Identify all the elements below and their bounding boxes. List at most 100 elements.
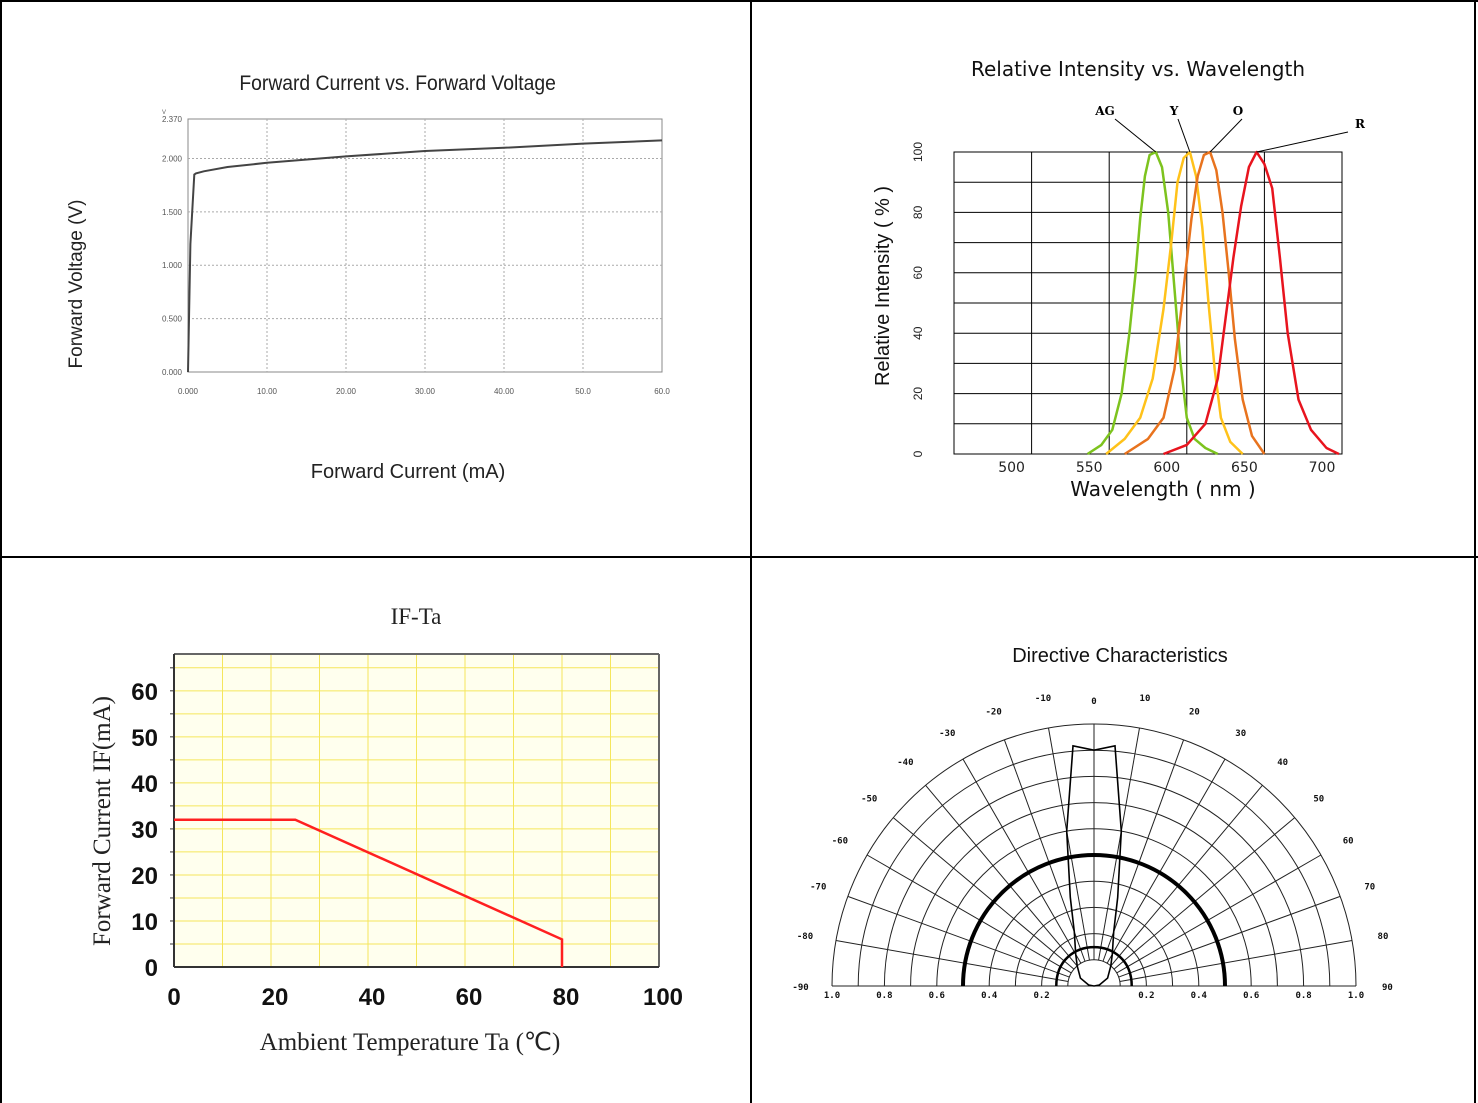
x-tick-label: 80 (553, 984, 580, 1011)
chart-title: Relative Intensity vs. Wavelength (971, 57, 1305, 81)
y-tick-label: 60 (911, 266, 925, 280)
angle-line (925, 784, 1078, 967)
radial-label: 0.4 (981, 991, 998, 1001)
radial-label: 0.2 (1033, 991, 1049, 1001)
y-tick-label: 40 (131, 771, 158, 798)
directive-chart: Directive Characteristics -10 -20 -30 -40 -5… (792, 645, 1392, 1001)
y-tick-label: 2.370 (162, 115, 183, 124)
y-tick-label: 40 (911, 326, 925, 340)
angle-label: 80 (1378, 932, 1389, 942)
angle-label: 50 (1313, 794, 1324, 804)
y-axis-title: Relative Intensity ( % ) (872, 186, 894, 386)
plot-area: -10 -20 -30 -40 -50 -60 -70 -80 -90 10 20 30 40 50 60 7… (792, 694, 1392, 1001)
spectrum-chart: Relative Intensity vs. Wavelength Relati… (872, 57, 1366, 501)
x-tick-label: 40.00 (494, 387, 515, 396)
chart-title: IF-Ta (391, 604, 442, 629)
angle-line (962, 758, 1082, 964)
x-tick-label: 30.00 (415, 387, 436, 396)
angle-label: 90 (1382, 983, 1393, 993)
series-line-o (1124, 150, 1266, 456)
radiation-pattern (1065, 744, 1123, 987)
x-tick-label: 0.000 (178, 387, 199, 396)
angle-label: -10 (1035, 694, 1051, 704)
angle-line (1116, 854, 1322, 974)
y-tick-label: 20 (131, 863, 158, 890)
x-axis-title: Wavelength ( nm ) (1070, 477, 1255, 501)
angle-line (1113, 817, 1296, 970)
curve-label: AG (1094, 104, 1115, 118)
inner-lobe (1055, 945, 1133, 987)
y-tick-label: 20 (911, 387, 925, 401)
radial-label: 0.2 (1138, 991, 1154, 1001)
angle-label: 60 (1343, 836, 1354, 846)
x-axis-title: Ambient Temperature Ta (℃) (260, 1029, 561, 1056)
angle-label: -90 (792, 983, 808, 993)
angle-label: -50 (861, 794, 877, 804)
y-tick-label: 1.500 (162, 208, 183, 217)
forward-voltage-chart: Forward Current vs. Forward Voltage Forw… (66, 72, 670, 483)
y-tick-label: 30 (131, 817, 158, 844)
angle-line (1106, 758, 1226, 964)
y-axis-title: Forward Current IF(mA) (89, 696, 116, 946)
angle-label: 70 (1364, 883, 1375, 893)
radial-label: 1.0 (1348, 991, 1364, 1001)
angle-line (1118, 895, 1341, 978)
x-axis-title: Forward Current (mA) (311, 461, 505, 483)
radial-label: 0.8 (876, 991, 892, 1001)
angle-line (892, 817, 1075, 970)
curve-label: Y (1169, 104, 1179, 118)
curve-label: O (1233, 104, 1243, 118)
angle-line (866, 854, 1072, 974)
derating-chart: IF-Ta Forward Current IF(mA) Ambient Tem… (89, 604, 683, 1056)
y-tick-label: 2.000 (162, 154, 183, 163)
angle-line (847, 895, 1070, 978)
callout-line (1209, 118, 1243, 153)
angle-line (1098, 727, 1140, 961)
plot-frame (187, 118, 663, 373)
y-tick-label: 0 (145, 955, 158, 982)
x-tick-label: 10.00 (257, 387, 278, 396)
x-tick-label: 50.0 (575, 387, 591, 396)
plot-area: 0 20 40 60 80 100 500 550 600 650 700 AG Y O R (911, 104, 1366, 476)
chart-title: Forward Current vs. Forward Voltage (239, 72, 555, 95)
angle-line (1102, 739, 1185, 962)
callout-line (1177, 118, 1191, 153)
y-tick-label: 0 (911, 450, 925, 457)
angle-label: -70 (810, 883, 826, 893)
angle-label: 10 (1140, 694, 1151, 704)
callout-line (1256, 131, 1349, 153)
angle-line (1110, 784, 1263, 967)
angle-label: -30 (939, 729, 955, 739)
angle-line (1048, 727, 1090, 961)
y-tick-label: 100 (911, 142, 925, 162)
radial-label: 0.4 (1191, 991, 1208, 1001)
x-tick-label: 100 (643, 984, 683, 1011)
angle-label: -40 (897, 758, 913, 768)
x-tick-label: 60.0 (654, 387, 670, 396)
x-tick-label: 20 (262, 984, 289, 1011)
x-tick-label: 20.00 (336, 387, 357, 396)
x-tick-label: 500 (998, 460, 1025, 476)
x-tick-label: 600 (1153, 460, 1180, 476)
x-tick-label: 40 (359, 984, 386, 1011)
angle-line (835, 940, 1069, 982)
angle-label: 0 (1091, 697, 1096, 707)
y-tick-label: 10 (131, 909, 158, 936)
y-tick-label: 80 (911, 205, 925, 219)
plot-area: 0 10 20 30 40 50 60 0 20 40 60 80 100 (131, 653, 683, 1011)
angle-label: -60 (832, 836, 848, 846)
angle-label: 30 (1235, 729, 1246, 739)
curve-label: R (1355, 117, 1366, 131)
y-tick-label: 0.500 (162, 315, 183, 324)
y-tick-label: 0.000 (162, 368, 183, 377)
radial-label: 0.8 (1295, 991, 1311, 1001)
angle-label: -80 (797, 932, 813, 942)
callout-line (1114, 118, 1157, 153)
y-tick-label: 50 (131, 725, 158, 752)
series-line-ag (1086, 150, 1219, 456)
x-tick-label: 700 (1309, 460, 1336, 476)
x-tick-label: 650 (1231, 460, 1258, 476)
angle-label: 20 (1189, 707, 1200, 717)
angle-line (1003, 739, 1086, 962)
plot-area: 2.370 2.000 1.500 1.000 0.500 0.000 0.000 10.00… (162, 115, 670, 396)
